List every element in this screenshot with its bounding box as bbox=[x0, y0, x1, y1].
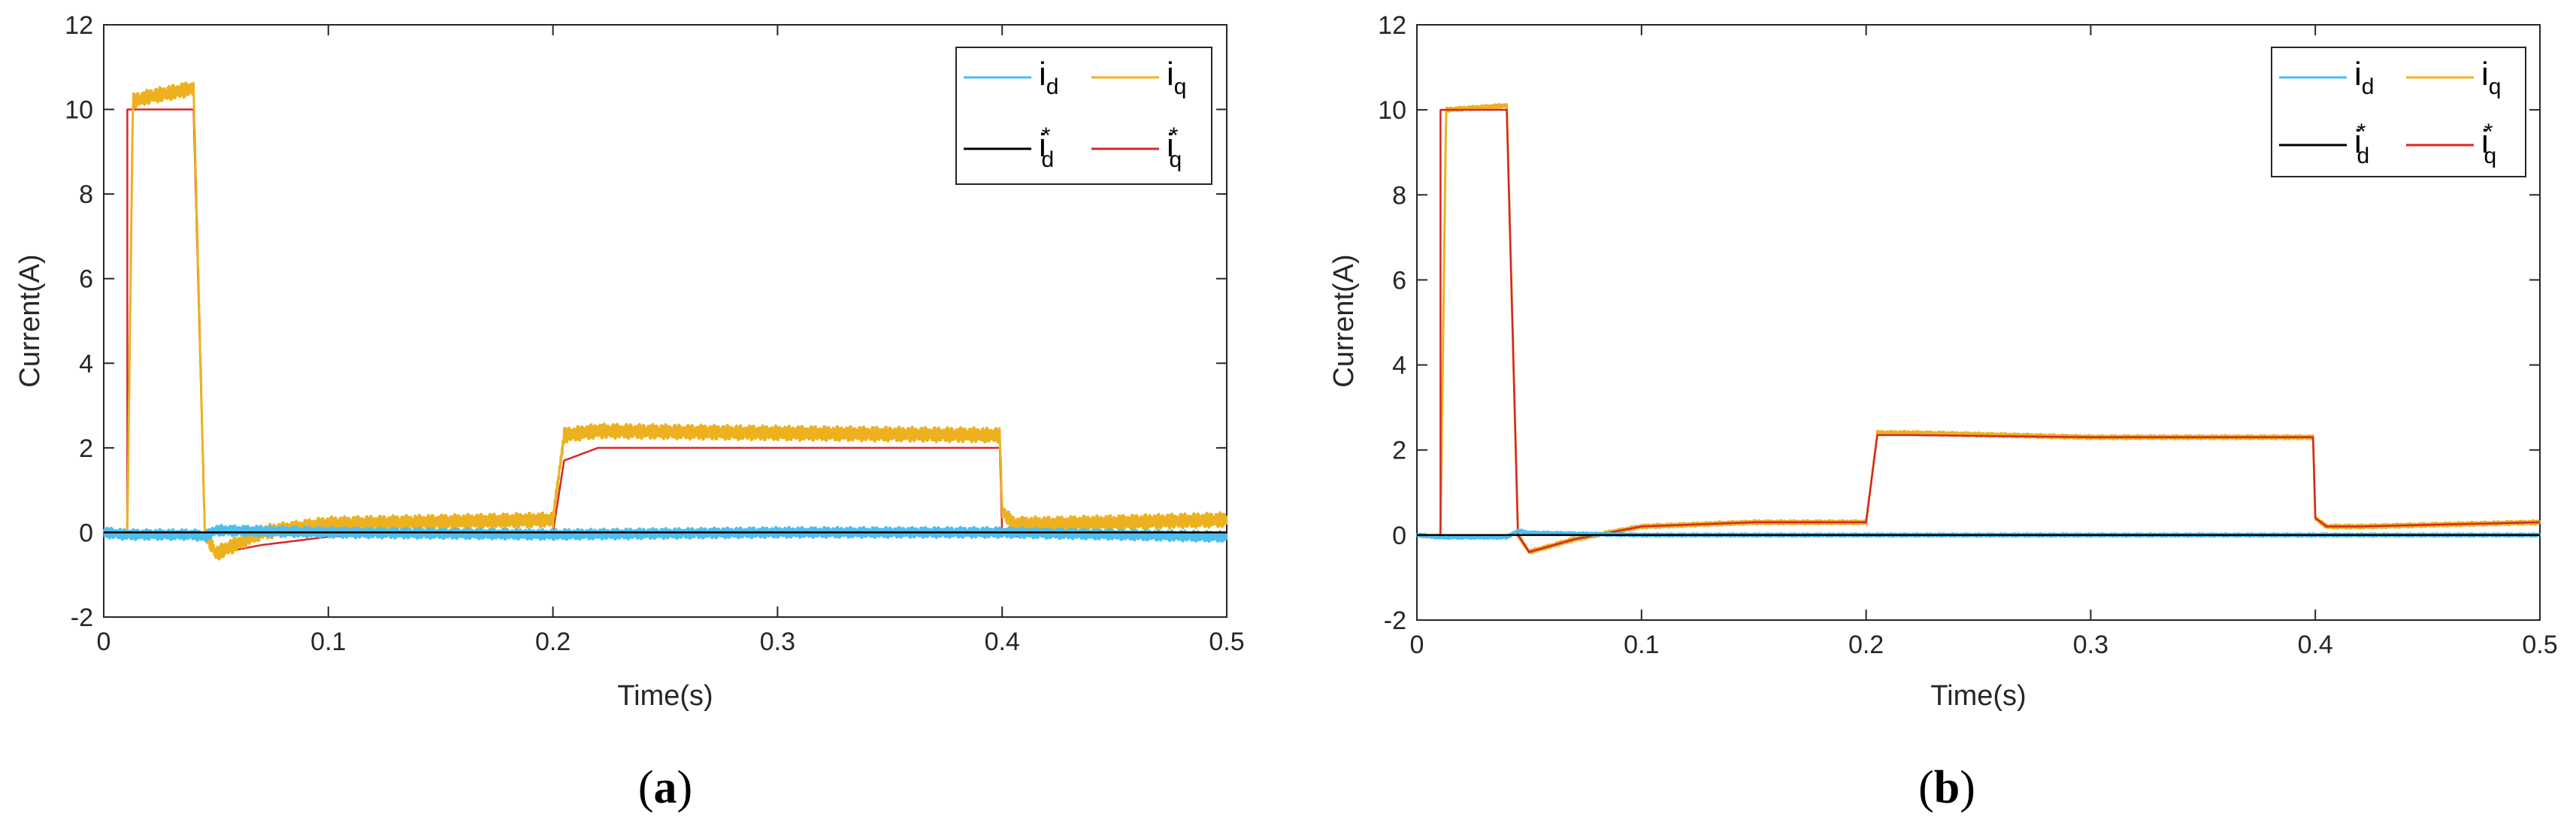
legend-label-id: id bbox=[1039, 56, 1058, 99]
x-tick-label: 0 bbox=[97, 628, 111, 656]
legend-label-iq: iq bbox=[1167, 56, 1186, 99]
legend-label-iq_ref: i* q bbox=[1167, 123, 1182, 172]
legend: id iq i* d i* q bbox=[955, 47, 1212, 185]
legend-box bbox=[2271, 47, 2526, 177]
y-tick-label: -2 bbox=[1384, 607, 1406, 635]
x-tick-label: 0.2 bbox=[535, 628, 571, 656]
series-group bbox=[102, 81, 1228, 561]
series-group bbox=[1415, 103, 2541, 555]
y-tick-label: 0 bbox=[79, 519, 93, 547]
x-tick-label: 0.1 bbox=[310, 628, 346, 656]
x-tick-label: 0.5 bbox=[1209, 628, 1244, 656]
y-tick-label: 8 bbox=[1392, 181, 1406, 210]
legend-box bbox=[955, 47, 1212, 185]
x-tick-label: 0.4 bbox=[985, 628, 1020, 656]
y-axis-label: Current(A) bbox=[14, 254, 46, 387]
y-tick-label: 2 bbox=[1392, 437, 1406, 465]
series-line-iq_ref bbox=[1417, 108, 2541, 553]
x-tick-label: 0.2 bbox=[1848, 631, 1884, 659]
y-tick-label: 6 bbox=[1392, 266, 1406, 295]
legend-label-id_ref: i* d bbox=[2354, 120, 2369, 168]
x-axis-label: Time(s) bbox=[1930, 680, 2026, 712]
x-tick-label: 0 bbox=[1410, 631, 1424, 659]
legend-label-id_ref: i* d bbox=[1039, 123, 1054, 172]
legend-label-iq_ref: i* q bbox=[2481, 120, 2496, 168]
legend-label-id: id bbox=[2354, 56, 2374, 99]
x-tick-label: 0.4 bbox=[2298, 631, 2333, 659]
x-tick-label: 0.1 bbox=[1624, 631, 1659, 659]
x-tick-label: 0.5 bbox=[2522, 631, 2557, 659]
y-tick-label: 0 bbox=[1392, 522, 1406, 550]
y-tick-label: 10 bbox=[65, 96, 93, 125]
y-tick-label: 2 bbox=[79, 434, 93, 463]
y-tick-label: 4 bbox=[79, 349, 93, 378]
y-tick-label: 10 bbox=[1378, 96, 1406, 125]
y-axis-label: Current(A) bbox=[1328, 254, 1360, 387]
legend-label-iq: iq bbox=[2481, 56, 2501, 99]
y-tick-label: 12 bbox=[65, 11, 93, 40]
panel-label-b: (b) bbox=[1918, 762, 1975, 813]
x-tick-label: 0.3 bbox=[2073, 631, 2108, 659]
panel-label-a: (a) bbox=[638, 762, 692, 813]
y-tick-label: 4 bbox=[1392, 352, 1406, 380]
y-tick-label: 8 bbox=[79, 180, 93, 209]
y-tick-label: 6 bbox=[79, 265, 93, 294]
y-tick-label: -2 bbox=[71, 604, 93, 632]
legend: id iq i* d i* q bbox=[2271, 47, 2526, 177]
x-axis-label: Time(s) bbox=[617, 680, 713, 712]
x-tick-label: 0.3 bbox=[760, 628, 795, 656]
y-tick-label: 12 bbox=[1378, 11, 1406, 40]
